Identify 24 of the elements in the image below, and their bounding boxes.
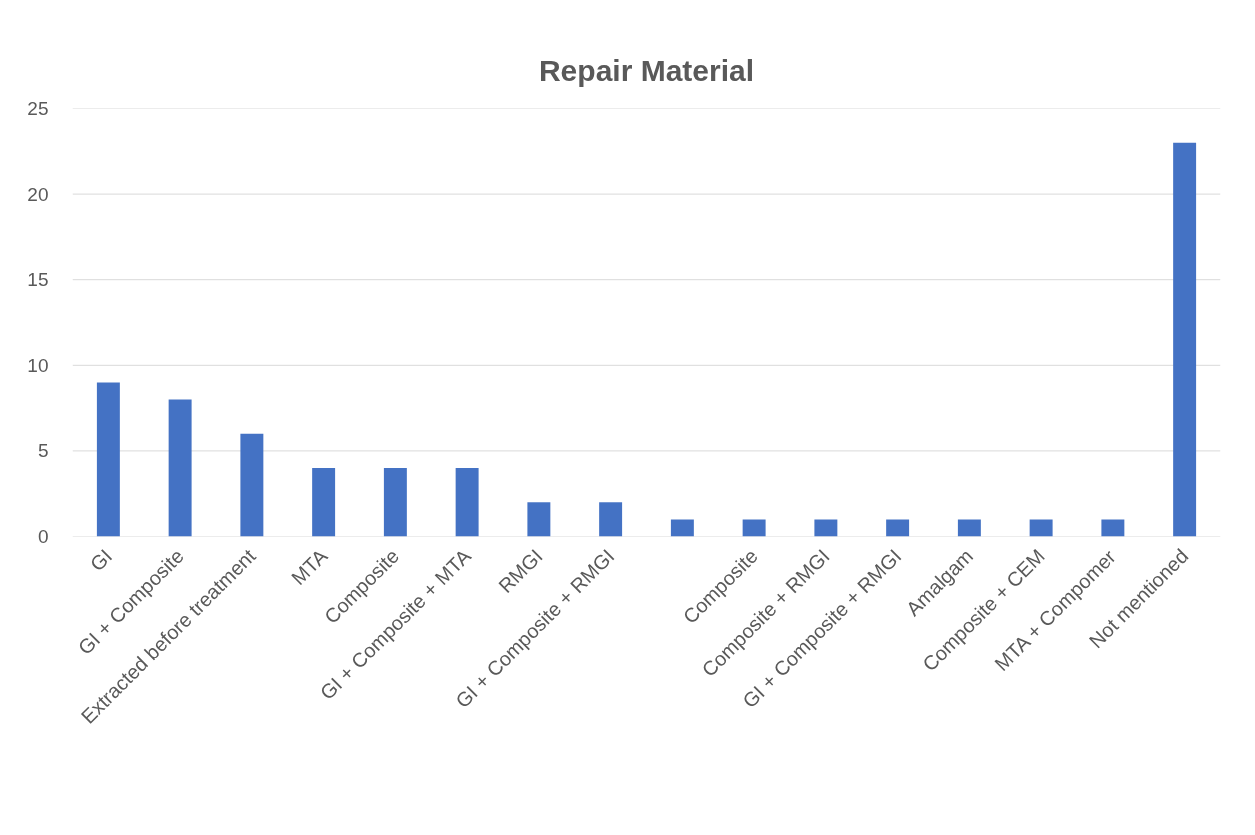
chart-title: Repair Material	[538, 53, 755, 87]
bar	[742, 519, 766, 537]
y-tick-label: 20	[27, 183, 49, 205]
bar	[168, 399, 192, 537]
bar	[383, 468, 407, 537]
bar	[1173, 142, 1197, 537]
bar	[527, 502, 551, 537]
y-tick-label: 25	[27, 98, 49, 119]
x-tick-label: GI	[85, 544, 117, 576]
bar	[96, 382, 120, 537]
bar	[312, 468, 336, 537]
bar	[670, 519, 694, 537]
bar	[599, 502, 623, 537]
y-tick-label: 5	[37, 440, 49, 462]
bar	[957, 519, 981, 537]
bar	[814, 519, 838, 537]
y-tick-label: 0	[37, 526, 49, 547]
bar	[886, 519, 910, 537]
bar	[240, 433, 264, 537]
bar	[455, 468, 479, 537]
y-tick-label: 15	[27, 269, 49, 291]
y-tick-label: 10	[27, 354, 49, 376]
bar	[1029, 519, 1053, 537]
bar	[1101, 519, 1125, 537]
